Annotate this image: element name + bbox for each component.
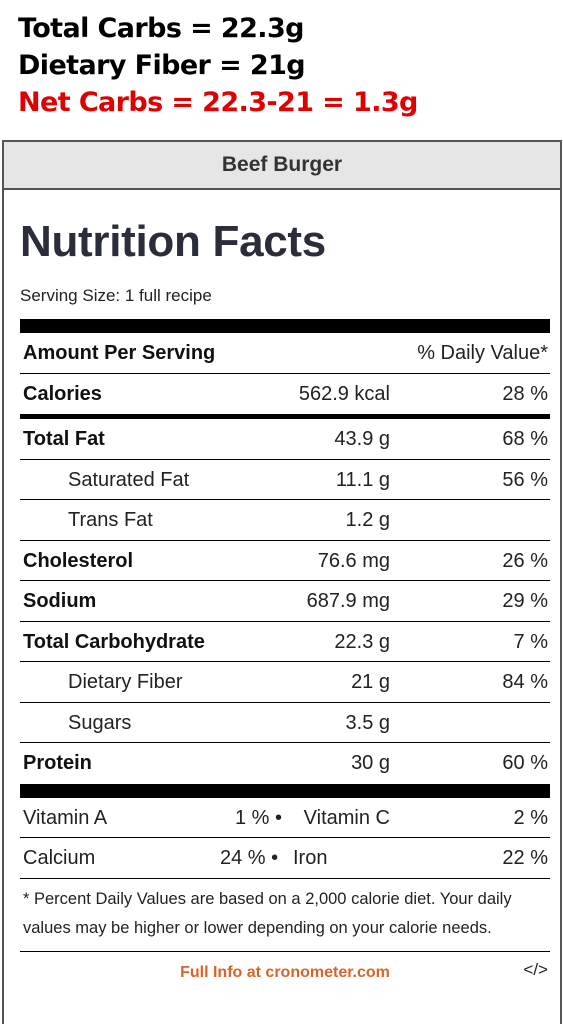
nutrient-row: Saturated Fat 11.1 g 56 %: [20, 460, 550, 500]
nutrient-pct: 60 %: [502, 752, 548, 774]
calories-row: Calories 562.9 kcal 28 %: [20, 374, 550, 415]
nutrient-amount: 687.9 mg: [306, 590, 390, 612]
vitamin-right-pct: 22 %: [502, 847, 548, 869]
footer: Full Info at cronometer.com </>: [20, 952, 550, 996]
daily-value-label: % Daily Value*: [417, 342, 548, 364]
nutrient-pct: 29 %: [502, 590, 548, 612]
nutrient-amount: 43.9 g: [334, 428, 390, 450]
total-carbs-note: Total Carbs = 22.3g: [18, 13, 304, 44]
net-carbs-note: Net Carbs = 22.3-21 = 1.3g: [18, 87, 418, 118]
full-info-link[interactable]: Full Info at cronometer.com: [180, 963, 390, 981]
nutrient-pct: 56 %: [502, 468, 548, 491]
dietary-fiber-note: Dietary Fiber = 21g: [18, 50, 306, 81]
nutrient-pct: 68 %: [502, 428, 548, 450]
recipe-title: Beef Burger: [4, 142, 560, 190]
nutrient-pct: 84 %: [502, 671, 548, 693]
vitamin-left-name: Calcium: [23, 847, 96, 869]
nutrition-facts-heading: Nutrition Facts: [20, 217, 326, 266]
nutrition-panel: Nutrition Facts Serving Size: 1 full rec…: [20, 192, 550, 996]
serving-size: Serving Size: 1 full recipe: [20, 286, 212, 305]
nutrient-amount: 11.1 g: [335, 468, 390, 491]
nutrient-amount: 76.6 mg: [317, 549, 390, 572]
vitamin-right-name: Iron: [293, 847, 328, 869]
nutrient-amount: 1.2 g: [345, 509, 390, 531]
nutrient-name: Dietary Fiber: [68, 671, 183, 693]
nutrition-label: Beef Burger Nutrition Facts Serving Size…: [2, 140, 562, 1024]
vitamin-left-pct: 1 % •: [235, 806, 283, 829]
carb-notes: Total Carbs = 22.3g Dietary Fiber = 21g …: [18, 10, 418, 121]
nutrient-pct: 7 %: [513, 630, 548, 653]
nutrient-row: Total Carbohydrate 22.3 g 7 %: [20, 622, 550, 662]
nutrient-row: Dietary Fiber 21 g 84 %: [20, 662, 550, 703]
nutrient-row: Sugars 3.5 g: [20, 703, 550, 743]
medium-divider: [20, 414, 550, 419]
vitamin-right-name: Vitamin C: [303, 806, 390, 829]
nutrient-row: Protein 30 g 60 %: [20, 743, 550, 784]
nutrient-row: Trans Fat 1.2 g: [20, 500, 550, 541]
nutrient-name: Total Carbohydrate: [23, 630, 205, 653]
vitamin-row: Calcium 24 % • Iron 22 %: [20, 838, 550, 879]
nutrient-name: Total Fat: [23, 428, 105, 450]
calories-name: Calories: [23, 382, 102, 405]
vitamin-left-name: Vitamin A: [23, 806, 108, 829]
nutrient-row: Sodium 687.9 mg 29 %: [20, 581, 550, 622]
nutrient-amount: 21 g: [351, 671, 390, 693]
thick-divider: [20, 783, 550, 798]
vitamin-left-pct: 24 % •: [220, 847, 279, 869]
nutrient-pct: 26 %: [502, 549, 548, 572]
nutrient-name: Trans Fat: [68, 509, 153, 531]
calories-pct: 28 %: [502, 382, 548, 405]
thick-divider: [20, 319, 550, 333]
daily-value-footnote: * Percent Daily Values are based on a 2,…: [20, 879, 550, 952]
nutrient-amount: 22.3 g: [334, 630, 390, 653]
embed-code-icon[interactable]: </>: [523, 959, 548, 979]
amount-per-serving-label: Amount Per Serving: [23, 342, 216, 364]
nutrient-amount: 3.5 g: [345, 711, 390, 734]
nutrient-row: Cholesterol 76.6 mg 26 %: [20, 541, 550, 581]
amount-header-row: Amount Per Serving % Daily Value*: [20, 333, 550, 374]
vitamin-right-pct: 2 %: [513, 806, 548, 829]
nutrient-amount: 30 g: [351, 752, 390, 774]
nutrient-row: Total Fat 43.9 g 68 %: [20, 419, 550, 460]
nutrient-name: Cholesterol: [23, 549, 134, 572]
nutrient-name: Saturated Fat: [68, 468, 190, 491]
nutrient-name: Sugars: [68, 711, 132, 734]
vitamin-row: Vitamin A 1 % • Vitamin C 2 %: [20, 798, 550, 838]
calories-amount: 562.9 kcal: [298, 382, 390, 405]
nutrient-name: Protein: [23, 752, 92, 774]
nutrient-name: Sodium: [23, 590, 97, 612]
